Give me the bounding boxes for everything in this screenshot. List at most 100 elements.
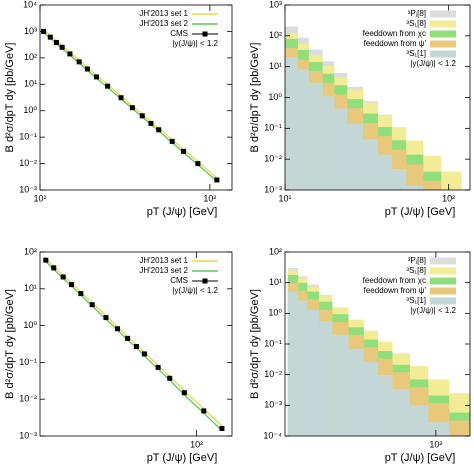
x-tick-label: 10² [190, 439, 203, 449]
legend-label: feeddown from ψ' [364, 39, 427, 48]
histogram-bar [334, 108, 348, 190]
y-tick-label: 10⁻¹ [264, 123, 282, 133]
x-axis-label: pT (J/ψ) [GeV] [385, 206, 456, 218]
legend-label: ³Pⱼ[8] [408, 9, 426, 18]
x-tick-label: 10² [203, 193, 216, 203]
legend-label: feeddown from χc [363, 29, 426, 38]
x-tick-label: 10¹ [278, 193, 291, 203]
legend-label: JH'2013 set 1 [139, 9, 188, 18]
y-tick-label: 10² [269, 30, 282, 40]
legend-marker [202, 278, 208, 284]
y-axis-label: B d²σ/dpT dy [pb/GeV] [4, 289, 16, 399]
plot-area [43, 257, 225, 432]
data-point [118, 95, 124, 101]
legend-swatch [430, 257, 456, 265]
data-point [76, 59, 82, 65]
x-axis-label: pT (J/ψ) [GeV] [385, 452, 456, 464]
legend-swatch [430, 20, 456, 28]
y-tick-label: 10⁻³ [19, 430, 37, 440]
data-point [69, 282, 75, 288]
annotation: |y(J/ψ)| < 1.2 [410, 59, 456, 68]
histogram-bar [391, 168, 407, 190]
legend-label: feeddown from χc [363, 276, 426, 285]
histogram-bar [297, 69, 309, 190]
x-axis-label: pT (J/ψ) [GeV] [147, 206, 218, 218]
y-tick-label: 10⁻¹ [19, 357, 37, 367]
data-point [169, 138, 175, 144]
data-point [141, 351, 147, 357]
y-tick-label: 10¹ [269, 61, 282, 71]
legend-label: feeddown from ψ' [364, 286, 427, 295]
y-tick-label: 10⁰ [23, 320, 37, 330]
y-tick-label: 10⁻³ [264, 400, 282, 410]
histogram-bar [449, 420, 470, 436]
histogram-bar [423, 180, 442, 190]
histogram-bar [428, 422, 450, 436]
data-point [129, 105, 135, 111]
legend-label: ³S₁[1] [406, 296, 426, 305]
annotation: |y(J/ψ)| < 1.2 [172, 286, 218, 295]
y-tick-label: 10¹ [24, 283, 37, 293]
legend-label: CMS [170, 276, 188, 285]
x-tick-label: 10² [429, 439, 442, 449]
legend-label: ³S₁[8] [406, 19, 426, 28]
data-point [105, 83, 111, 89]
y-tick-label: 10⁻¹ [264, 338, 282, 348]
legend-swatch [430, 50, 456, 58]
y-tick-label: 10⁻³ [19, 184, 37, 194]
data-point [47, 34, 53, 40]
y-tick-label: 10⁻² [264, 369, 282, 379]
plot-frame [39, 251, 233, 437]
annotation: |y(J/ψ)| < 1.2 [172, 39, 218, 48]
histogram-bar [287, 291, 299, 436]
y-tick-label: 10⁻² [19, 394, 37, 404]
histogram-bar [319, 321, 333, 436]
y-axis-label: B d²σ/dpT dy [pb/GeV] [249, 43, 261, 153]
data-point [195, 161, 201, 167]
data-point [139, 113, 145, 119]
histogram-bar [441, 171, 462, 190]
y-tick-label: 10² [24, 246, 37, 256]
histogram-bar [406, 164, 424, 190]
data-point [43, 257, 49, 263]
data-point [214, 177, 220, 183]
data-point [181, 148, 187, 154]
histogram-bar [410, 405, 429, 436]
histogram-bar [449, 436, 470, 441]
legend-label: JH'2013 set 2 [139, 19, 188, 28]
data-point [59, 44, 65, 50]
histogram-bar [322, 96, 335, 190]
y-tick-label: 10⁻² [264, 154, 282, 164]
data-point [89, 302, 95, 308]
data-point [201, 408, 207, 414]
data-point [78, 291, 84, 297]
y-axis-label: B d²σ/dpT dy [pb/GeV] [249, 289, 261, 399]
plot-area [285, 26, 462, 190]
data-point [148, 120, 154, 126]
plot-area [287, 268, 470, 441]
histogram-bar [298, 300, 308, 436]
legend-label: ³Pⱼ[8] [408, 256, 426, 265]
legend-swatch [430, 277, 456, 285]
data-point [219, 425, 225, 431]
histogram-bar [307, 309, 320, 436]
legend-label: JH'2013 set 1 [139, 256, 188, 265]
y-tick-label: 10³ [269, 0, 282, 9]
data-point [133, 344, 139, 350]
data-point [53, 39, 59, 45]
histogram-bar [348, 348, 364, 436]
theory-line [45, 261, 223, 432]
histogram-bar [392, 389, 411, 436]
plot-frame [39, 4, 233, 191]
histogram-bar [363, 361, 378, 436]
data-point [67, 51, 73, 57]
y-tick-label: 10⁰ [268, 92, 282, 102]
data-point [115, 326, 121, 332]
histogram-bar [363, 139, 378, 190]
y-tick-label: 10⁻² [19, 158, 37, 168]
y-tick-label: 10⁻¹ [19, 132, 37, 142]
legend-label: JH'2013 set 2 [139, 266, 188, 275]
data-point [84, 66, 90, 72]
legend-label: ³S₁[1] [406, 49, 426, 58]
data-point [181, 390, 187, 396]
